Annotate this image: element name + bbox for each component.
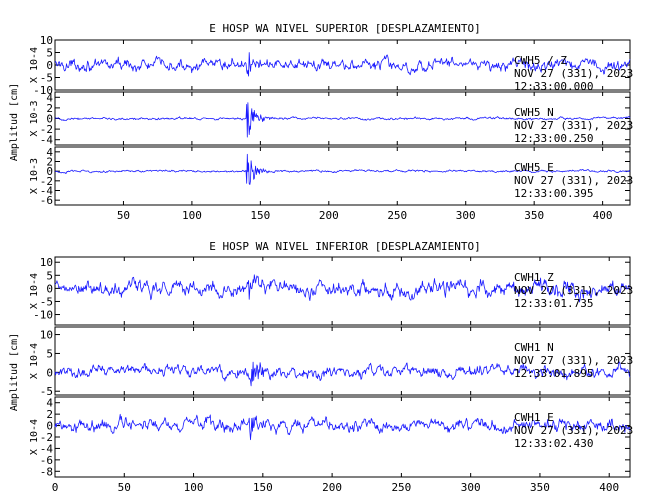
station-label: CWH5 E — [514, 161, 554, 174]
station-label: 12:33:00.250 — [514, 132, 593, 145]
y-tick-label: -6 — [40, 194, 53, 207]
y-tick-label: 0 — [46, 366, 53, 379]
y-tick-label: -10 — [33, 309, 53, 322]
y-tick-label: -4 — [40, 134, 54, 147]
panel-frame — [54, 326, 631, 396]
station-label: 12:33:02.430 — [514, 437, 593, 450]
x-tick-label: 400 — [593, 209, 613, 222]
scale-label: X 10-4 — [29, 273, 40, 309]
waveform-trace — [54, 413, 631, 441]
x-tick-label: 100 — [184, 481, 204, 494]
x-tick-label: 150 — [253, 481, 273, 494]
y-tick-label: 5 — [46, 47, 53, 60]
y-tick-label: -10 — [33, 84, 53, 97]
station-label: NOV 27 (331), 2023 — [514, 119, 633, 132]
station-label: 12:33:00.000 — [514, 80, 593, 93]
y-tick-label: 5 — [46, 269, 53, 282]
y-tick-label: -4 — [40, 185, 54, 198]
station-label: 12:33:00.395 — [514, 187, 593, 200]
scale-label: X 10-3 — [29, 158, 40, 194]
y-tick-label: 0 — [46, 113, 53, 126]
y-tick-label: 0 — [46, 282, 53, 295]
y-tick-label: 4 — [46, 146, 53, 159]
scale-label: X 10-4 — [29, 47, 40, 83]
station-label: NOV 27 (331), 2023 — [514, 354, 633, 367]
y-tick-label: -6 — [40, 454, 53, 467]
y-tick-label: -5 — [40, 295, 53, 308]
x-tick-label: 200 — [319, 209, 339, 222]
station-label: CWH5 N — [514, 106, 554, 119]
station-label: CWH1 Z — [514, 271, 554, 284]
x-tick-label: 400 — [599, 481, 619, 494]
x-tick-label: 50 — [118, 481, 131, 494]
station-label: 12:33:01.735 — [514, 297, 593, 310]
waveform-trace — [54, 102, 631, 138]
x-tick-label: 150 — [250, 209, 270, 222]
station-label: CWH1 E — [514, 411, 554, 424]
station-label: NOV 27 (331), 2023 — [514, 284, 633, 297]
waveform-trace — [54, 361, 631, 387]
y-tick-label: 10 — [40, 256, 53, 269]
x-tick-label: 100 — [182, 209, 202, 222]
y-tick-label: -4 — [40, 442, 54, 455]
x-tick-label: 50 — [117, 209, 130, 222]
scale-label: X 10-4 — [29, 343, 40, 379]
station-label: NOV 27 (331), 2023 — [514, 424, 633, 437]
x-tick-label: 350 — [530, 481, 550, 494]
y-tick-label: -5 — [40, 385, 53, 398]
y-tick-label: -2 — [40, 431, 53, 444]
waveform-trace — [54, 153, 631, 185]
y-tick-label: 10 — [40, 34, 53, 47]
y-tick-label: 4 — [46, 397, 53, 410]
x-tick-label: 300 — [456, 209, 476, 222]
waveform-trace — [54, 274, 631, 303]
x-tick-label: 0 — [52, 481, 59, 494]
y-tick-label: 2 — [46, 156, 53, 169]
y-tick-label: -2 — [40, 175, 53, 188]
y-tick-label: -5 — [40, 72, 53, 85]
ylabel-superior: Amplitud [cm] — [9, 83, 20, 161]
y-tick-label: 0 — [46, 420, 53, 433]
y-tick-label: 10 — [40, 329, 53, 342]
y-tick-label: -2 — [40, 123, 53, 136]
x-tick-label: 250 — [387, 209, 407, 222]
y-tick-label: 2 — [46, 408, 53, 421]
x-tick-label: 350 — [524, 209, 544, 222]
station-label: NOV 27 (331), 2023 — [514, 174, 633, 187]
y-tick-label: 4 — [46, 91, 53, 104]
x-tick-label: 300 — [461, 481, 481, 494]
scale-label: X 10-3 — [29, 100, 40, 136]
ylabel-inferior: Amplitud [cm] — [9, 333, 20, 411]
y-tick-label: 2 — [46, 102, 53, 115]
y-tick-label: 5 — [46, 347, 53, 360]
waveform-trace — [54, 52, 631, 77]
station-label: NOV 27 (331), 2023 — [514, 67, 633, 80]
station-label: CWH1 N — [514, 341, 554, 354]
scale-label: X 10-4 — [29, 419, 40, 455]
station-label: 12:33:01.895 — [514, 367, 593, 380]
chart-title-superior: E HOSP WA NIVEL SUPERIOR [DESPLAZAMIENTO… — [209, 22, 481, 35]
y-tick-label: 0 — [46, 59, 53, 72]
x-tick-label: 250 — [391, 481, 411, 494]
x-tick-label: 200 — [322, 481, 342, 494]
panel-frame — [54, 256, 631, 326]
y-tick-label: -8 — [40, 465, 53, 478]
station-label: CWH5 / Z — [514, 54, 567, 67]
panel-frame — [54, 146, 631, 206]
chart-title-inferior: E HOSP WA NIVEL INFERIOR [DESPLAZAMIENTO… — [209, 240, 481, 253]
y-tick-label: 0 — [46, 165, 53, 178]
